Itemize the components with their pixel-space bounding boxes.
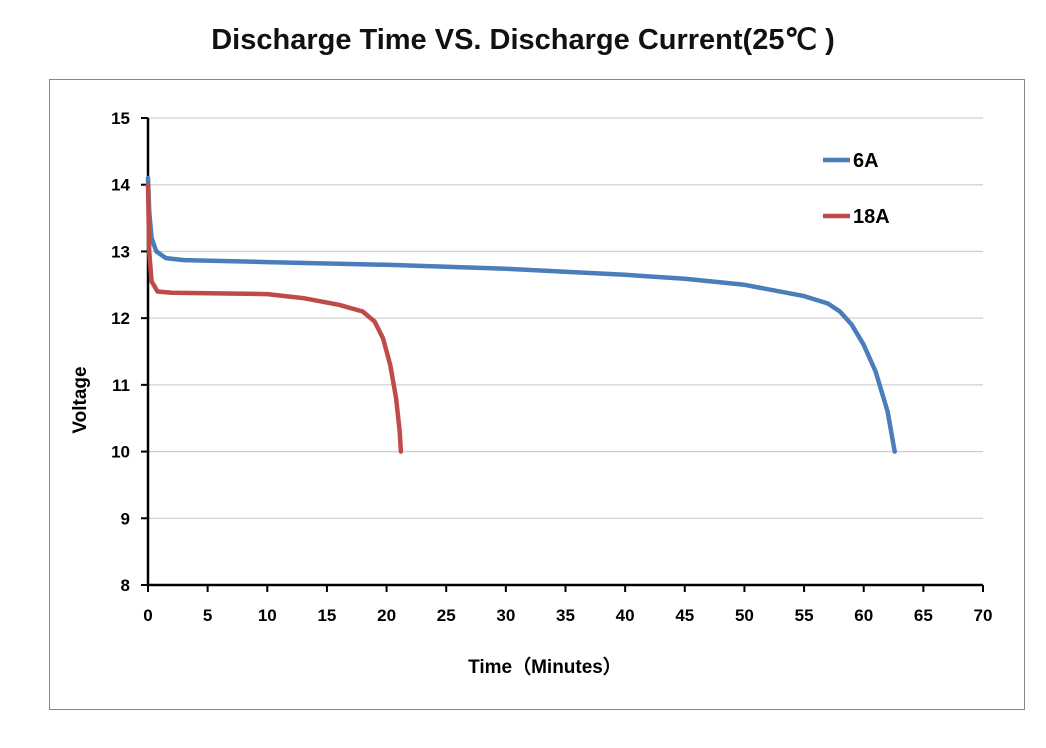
legend-label: 18A: [853, 206, 890, 228]
x-tick-label: 50: [735, 606, 754, 625]
series-line-18A: [145, 182, 404, 454]
y-axis-label: Voltage: [70, 366, 91, 433]
y-tick-label: 15: [111, 109, 130, 128]
x-tick-label: 70: [974, 606, 993, 625]
x-tick-label: 60: [854, 606, 873, 625]
series-line-6A: [145, 175, 897, 454]
y-tick-label: 10: [111, 443, 130, 462]
x-tick-label: 20: [377, 606, 396, 625]
x-tick-label: 25: [437, 606, 456, 625]
y-tick-label: 13: [111, 242, 130, 261]
x-tick-label: 10: [258, 606, 277, 625]
chart-title: Discharge Time VS. Discharge Current(25℃…: [211, 24, 835, 56]
x-tick-label: 40: [616, 606, 635, 625]
y-tick-label: 12: [111, 309, 130, 328]
chart-frame: [49, 79, 1025, 710]
x-tick-label: 15: [317, 606, 336, 625]
y-tick-label: 14: [111, 176, 130, 195]
x-tick-label: 65: [914, 606, 933, 625]
x-tick-label: 55: [795, 606, 814, 625]
legend-label: 6A: [853, 150, 879, 172]
y-tick-label: 9: [121, 509, 130, 528]
x-tick-label: 5: [203, 606, 212, 625]
y-tick-label: 11: [112, 376, 130, 395]
x-tick-label: 0: [143, 606, 152, 625]
x-tick-label: 35: [556, 606, 575, 625]
y-tick-label: 8: [121, 576, 130, 595]
x-tick-label: 30: [496, 606, 515, 625]
x-axis-label: Time（Minutes）: [468, 655, 622, 678]
x-tick-label: 45: [675, 606, 694, 625]
